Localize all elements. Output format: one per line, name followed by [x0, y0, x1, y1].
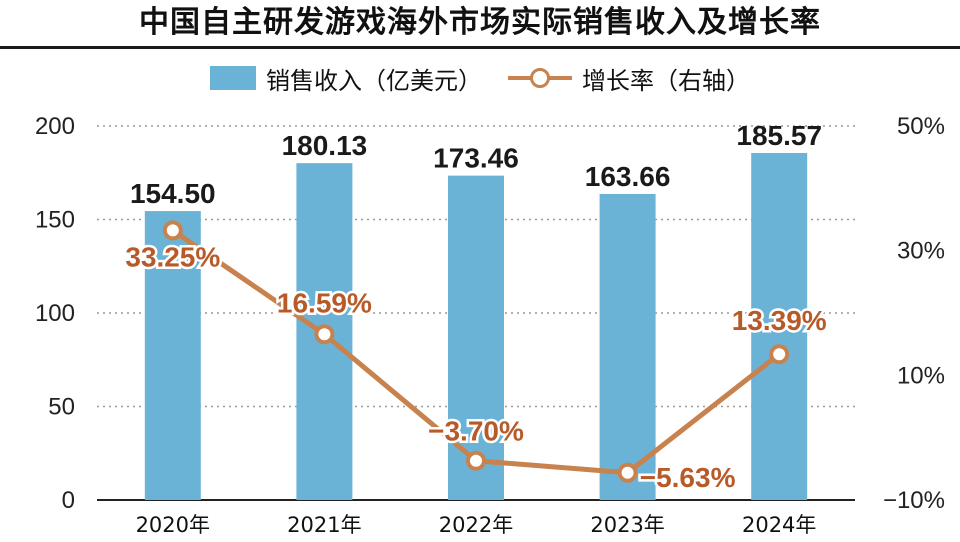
legend-bar-swatch [210, 66, 256, 90]
growth-point [314, 324, 335, 345]
growth-value-label: 16.59% [277, 287, 372, 318]
revenue-value-label: 185.57 [736, 120, 822, 151]
x-tick-label: 2022年 [439, 513, 513, 537]
legend-growth-label: 增长率（右轴） [582, 66, 750, 95]
y-left-tick-label: 100 [35, 300, 75, 327]
revenue-bar [599, 193, 656, 500]
x-tick-label: 2020年 [136, 513, 210, 537]
revenue-value-label: 163.66 [585, 161, 671, 192]
legend-revenue-label: 销售收入（亿美元） [266, 66, 482, 95]
chart-title: 中国自主研发游戏海外市场实际销售收入及增长率 [139, 5, 821, 40]
legend-line-swatch [508, 66, 572, 90]
legend-item-growth: 增长率（右轴） [508, 61, 750, 96]
growth-value-label: −3.70% [428, 416, 524, 447]
y-right-tick-label: 50% [897, 113, 945, 140]
growth-value-label: 13.39% [732, 305, 827, 336]
y-left-tick-label: 0 [62, 487, 75, 514]
revenue-value-label: 173.46 [433, 143, 519, 174]
x-tick-label: 2023年 [590, 513, 664, 537]
revenue-bar [751, 152, 808, 500]
growth-value-label: −5.63% [640, 462, 736, 493]
legend-item-revenue: 销售收入（亿美元） [210, 61, 482, 96]
revenue-bar [144, 211, 201, 500]
title-divider [0, 46, 960, 49]
growth-point [769, 344, 790, 365]
y-right-tick-label: 10% [897, 362, 945, 389]
growth-point [466, 450, 486, 471]
y-left-tick-label: 200 [35, 113, 75, 140]
growth-point [162, 220, 183, 241]
y-right-tick-label: −10% [883, 487, 945, 514]
growth-value-label: 33.25% [125, 241, 220, 272]
x-tick-label: 2021年 [287, 513, 361, 537]
y-left-tick-label: 150 [35, 207, 75, 234]
chart-legend: 销售收入（亿美元） 增长率（右轴） [0, 60, 960, 96]
y-left-tick-label: 50 [48, 394, 75, 421]
revenue-value-label: 154.50 [130, 178, 216, 209]
x-tick-label: 2024年 [742, 513, 816, 537]
growth-point [617, 462, 638, 483]
revenue-value-label: 180.13 [282, 130, 368, 161]
y-right-tick-label: 30% [897, 238, 945, 265]
